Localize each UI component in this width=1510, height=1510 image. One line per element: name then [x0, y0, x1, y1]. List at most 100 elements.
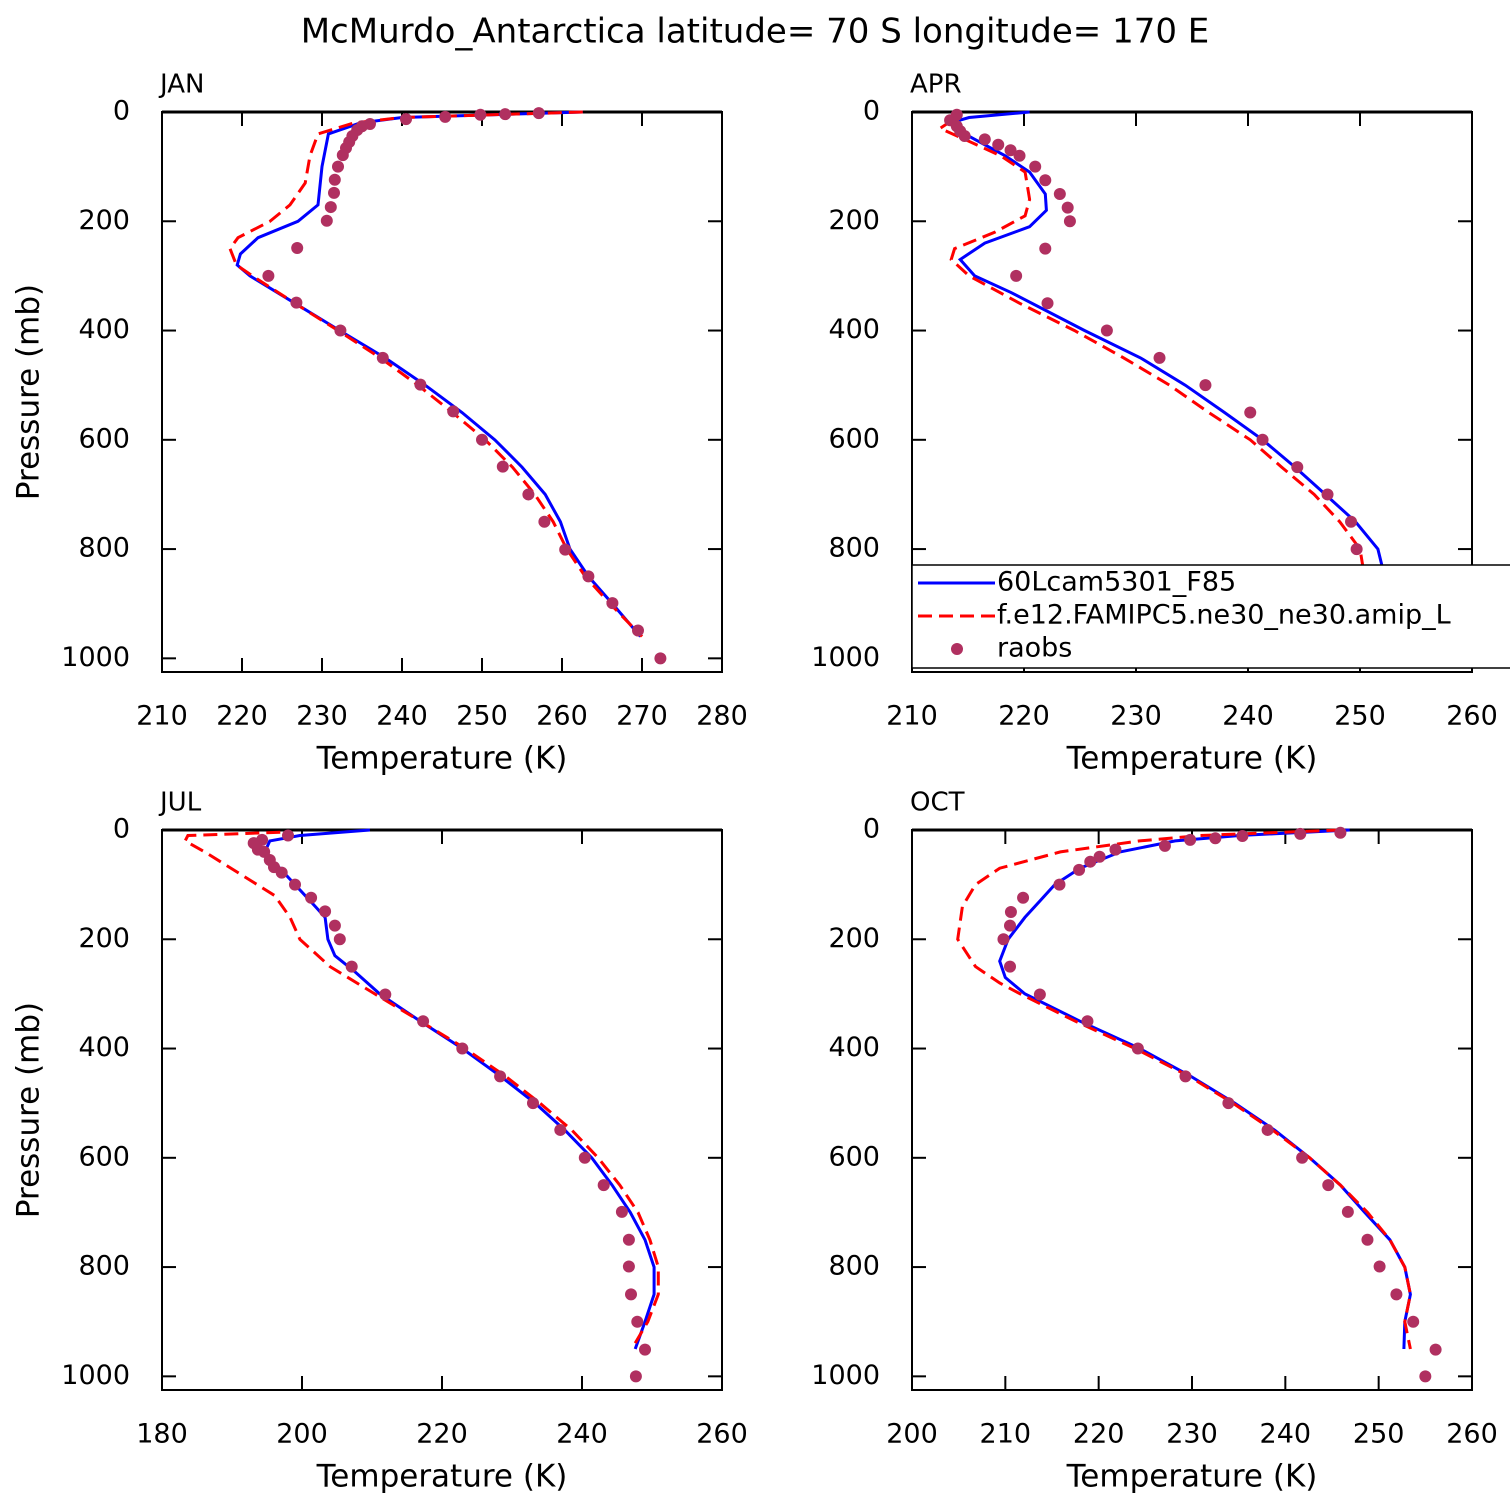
raob-point — [1419, 1370, 1432, 1383]
y-tick-label: 200 — [828, 923, 880, 954]
x-tick-label: 220 — [1073, 1419, 1125, 1450]
raob-point — [1256, 433, 1269, 446]
y-tick-label: 200 — [828, 205, 880, 236]
x-tick-label: 240 — [556, 1419, 608, 1450]
y-tick-label: 600 — [828, 423, 880, 454]
y-tick-label: 600 — [78, 423, 130, 454]
raob-point — [345, 960, 358, 973]
x-tick-label: 250 — [456, 701, 508, 732]
raob-point — [1017, 891, 1030, 904]
x-tick-label: 240 — [376, 701, 428, 732]
x-tick-label: 240 — [1260, 1419, 1312, 1450]
raob-point — [1084, 855, 1097, 868]
raob-point — [496, 460, 509, 473]
x-tick-label: 260 — [1446, 701, 1498, 732]
y-tick-label: 1000 — [61, 1360, 130, 1391]
raob-point — [997, 933, 1010, 946]
raob-point — [1053, 878, 1066, 891]
y-tick-label: 600 — [78, 1141, 130, 1172]
raob-point — [1322, 1179, 1335, 1192]
raob-point — [305, 891, 318, 904]
raob-point — [622, 1233, 635, 1246]
raob-point — [629, 1370, 642, 1383]
raob-point — [1029, 160, 1042, 173]
raob-point — [1373, 1260, 1386, 1273]
y-tick-label: 600 — [828, 1141, 880, 1172]
raob-point — [1100, 324, 1113, 337]
y-tick-label: 800 — [828, 1251, 880, 1282]
x-tick-label: 280 — [696, 701, 748, 732]
x-tick-label: 260 — [696, 1419, 748, 1450]
raob-point — [376, 351, 389, 364]
y-axis-label: Pressure (mb) — [11, 1002, 47, 1218]
x-tick-label: 240 — [1222, 701, 1274, 732]
raob-point — [328, 919, 341, 932]
raob-point — [1013, 149, 1026, 162]
raob-point — [1236, 830, 1249, 843]
legend-marker — [951, 643, 963, 655]
y-axis-label: Pressure (mb) — [11, 284, 47, 500]
x-axis-label: Temperature (K) — [316, 1459, 568, 1495]
x-tick-label: 260 — [536, 701, 588, 732]
raob-point — [1010, 269, 1023, 282]
raob-point — [334, 324, 347, 337]
raob-point — [1341, 1205, 1354, 1218]
x-tick-label: 230 — [1110, 701, 1162, 732]
raob-point — [290, 296, 303, 309]
raob-point — [615, 1205, 628, 1218]
panel-title: APR — [910, 70, 962, 100]
raob-point — [1093, 850, 1106, 863]
raob-point — [1294, 827, 1307, 840]
raob-point — [1350, 543, 1363, 556]
raob-point — [447, 405, 460, 418]
raob-point — [1039, 242, 1052, 255]
y-tick-label: 800 — [78, 533, 130, 564]
raob-point — [417, 1015, 430, 1028]
raob-point — [1184, 833, 1197, 846]
x-tick-label: 200 — [276, 1419, 328, 1450]
y-tick-label: 1000 — [811, 1360, 880, 1391]
x-tick-label: 220 — [216, 701, 268, 732]
raob-point — [1073, 863, 1086, 876]
raob-point — [1345, 515, 1358, 528]
y-tick-label: 400 — [828, 1032, 880, 1063]
x-tick-label: 210 — [980, 1419, 1032, 1450]
raob-point — [333, 933, 346, 946]
raob-point — [324, 201, 337, 214]
raob-point — [522, 488, 535, 501]
raob-point — [1209, 832, 1222, 845]
raob-point — [1390, 1288, 1403, 1301]
raob-point — [289, 878, 301, 891]
raob-point — [328, 173, 341, 186]
y-tick-label: 400 — [828, 314, 880, 345]
x-axis-label: Temperature (K) — [316, 741, 568, 777]
raob-point — [631, 1315, 644, 1328]
raob-point — [1004, 960, 1016, 973]
raob-point — [1429, 1343, 1442, 1356]
raob-point — [992, 138, 1005, 151]
raob-point — [538, 515, 551, 528]
figure-title: McMurdo_Antarctica latitude= 70 S longit… — [301, 12, 1210, 52]
raob-point — [1291, 461, 1304, 474]
raob-point — [439, 110, 452, 123]
raob-point — [319, 905, 332, 918]
raob-point — [379, 988, 392, 1001]
legend-label: raobs — [997, 633, 1072, 664]
raob-point — [1109, 843, 1122, 856]
raob-point — [1004, 919, 1016, 932]
y-tick-label: 1000 — [61, 642, 130, 673]
raob-point — [625, 1288, 637, 1301]
raob-point — [456, 1042, 469, 1055]
raob-point — [554, 1123, 567, 1136]
raob-point — [414, 378, 427, 391]
raob-point — [1407, 1315, 1420, 1328]
raob-point — [582, 570, 595, 583]
x-tick-label: 260 — [1446, 1419, 1498, 1450]
raob-point — [1061, 201, 1074, 214]
y-tick-label: 200 — [78, 205, 130, 236]
x-tick-label: 230 — [1166, 1419, 1218, 1450]
y-tick-label: 0 — [863, 96, 880, 127]
